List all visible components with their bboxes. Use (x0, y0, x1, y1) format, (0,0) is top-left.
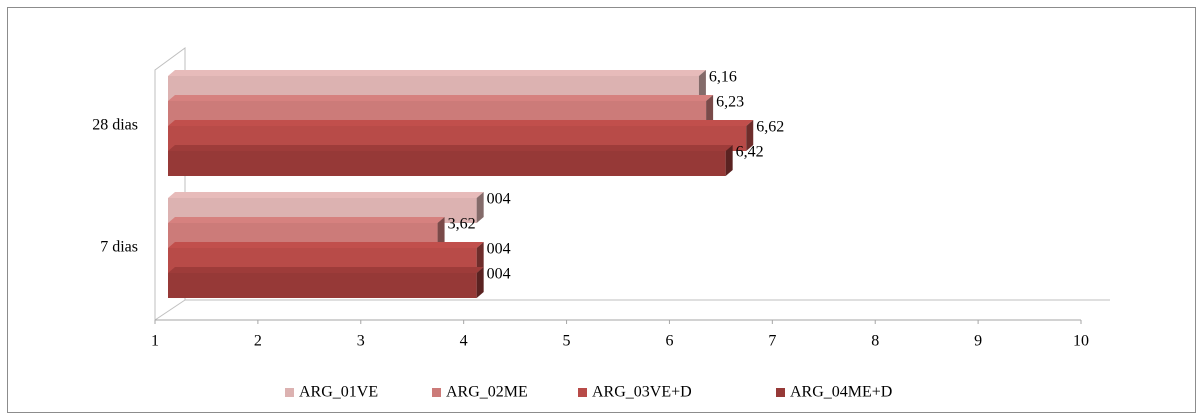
legend-label: ARG_02ME (446, 384, 528, 401)
bar-side (725, 145, 733, 176)
y-tick-label: 7 dias (100, 239, 138, 256)
bar-top (168, 70, 706, 76)
x-tick-label: 5 (563, 333, 571, 350)
x-tick-label: 1 (151, 333, 159, 350)
bar-side (476, 242, 484, 273)
bar-top (168, 267, 484, 273)
x-tick-label: 9 (974, 333, 982, 350)
data-label: 6,42 (736, 144, 764, 161)
bar-side (698, 70, 706, 101)
x-tick-label: 3 (357, 333, 365, 350)
bar-top (168, 120, 754, 126)
data-label: 004 (487, 266, 511, 283)
x-tick-label: 4 (460, 333, 468, 350)
x-tick-label: 7 (768, 333, 776, 350)
bar-top (168, 95, 714, 101)
bar-side (437, 217, 445, 248)
data-label: 6,16 (709, 69, 737, 86)
y-tick-label: 28 dias (92, 117, 138, 134)
bar (168, 151, 726, 176)
legend-swatch (578, 388, 587, 397)
floor-edge (154, 299, 186, 321)
data-label: 6,62 (756, 119, 784, 136)
x-tick-label: 10 (1073, 333, 1089, 350)
x-tick-label: 2 (254, 333, 262, 350)
data-label: 6,23 (716, 94, 744, 111)
bar (168, 273, 477, 298)
bar-side (476, 192, 484, 223)
legend-label: ARG_03VE+D (592, 384, 692, 401)
data-label: 3,62 (448, 216, 476, 233)
legend-label: ARG_01VE (299, 384, 378, 401)
legend-label: ARG_04ME+D (790, 384, 892, 401)
bar-top (168, 192, 484, 198)
bar-top (168, 217, 445, 223)
x-tick-label: 8 (871, 333, 879, 350)
legend-swatch (776, 388, 785, 397)
bar-top (168, 242, 484, 248)
legend-swatch (432, 388, 441, 397)
x-tick-label: 6 (665, 333, 673, 350)
bar-side (746, 120, 754, 151)
back-wall (154, 47, 1110, 320)
bar-top (168, 145, 733, 151)
bar-side (706, 95, 714, 126)
legend-swatch (285, 388, 294, 397)
data-label: 004 (487, 191, 511, 208)
bar-side (476, 267, 484, 298)
data-label: 004 (487, 241, 511, 258)
